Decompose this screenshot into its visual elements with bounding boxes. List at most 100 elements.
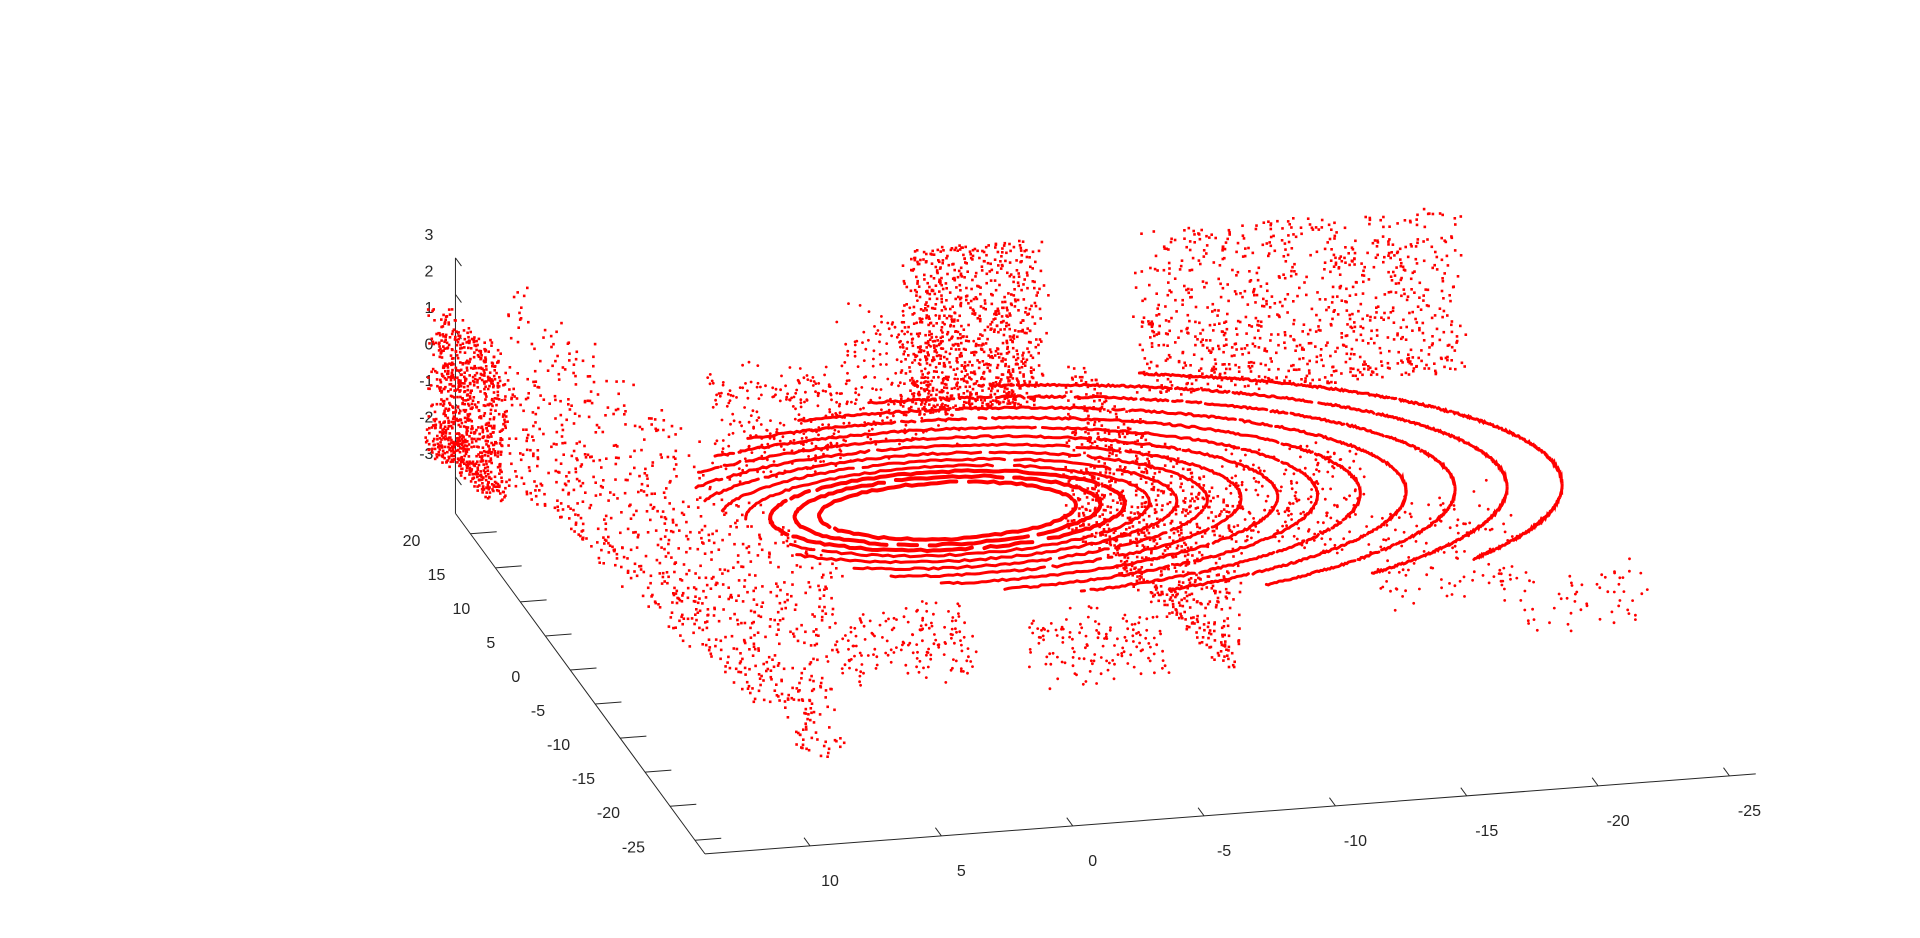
ground-scan-line: [1012, 475, 1103, 537]
point-marker: [1186, 563, 1189, 566]
point-marker: [1226, 654, 1229, 657]
point-marker: [437, 444, 441, 447]
point-marker: [826, 755, 829, 758]
point-marker: [958, 283, 962, 287]
point-marker: [807, 748, 811, 752]
point-marker: [1205, 339, 1208, 342]
point-marker: [1123, 506, 1126, 510]
point-marker: [835, 739, 838, 743]
point-marker: [498, 379, 502, 383]
point-marker: [727, 401, 731, 405]
point-marker: [826, 448, 829, 451]
point-marker: [1166, 547, 1169, 550]
point-marker: [658, 561, 662, 565]
point-marker: [1247, 384, 1250, 388]
point-marker: [578, 479, 581, 483]
point-marker: [774, 387, 778, 391]
point-marker: [1095, 491, 1099, 495]
point-marker: [1315, 355, 1319, 359]
point-marker: [519, 452, 522, 455]
point-marker: [438, 453, 441, 457]
point-marker: [821, 423, 824, 426]
point-marker: [1294, 349, 1297, 352]
point-marker: [465, 433, 469, 436]
point-marker: [704, 643, 708, 647]
point-marker: [1226, 579, 1229, 583]
point-marker: [1237, 366, 1241, 369]
point-marker: [825, 655, 828, 658]
point-marker: [508, 388, 511, 391]
point-marker: [928, 317, 931, 320]
point-marker: [971, 308, 975, 311]
point-marker: [609, 491, 612, 494]
point-marker: [1159, 391, 1163, 394]
point-marker: [970, 351, 973, 354]
point-marker: [743, 641, 747, 645]
point-marker: [1403, 219, 1407, 222]
point-marker: [949, 248, 953, 252]
point-marker: [548, 402, 551, 405]
point-marker: [1104, 395, 1108, 399]
point-marker: [904, 358, 907, 361]
point-marker: [957, 295, 960, 299]
ground-scan-line: [977, 416, 988, 421]
point-marker: [903, 382, 906, 385]
point-marker: [500, 429, 503, 432]
point-marker: [941, 390, 945, 393]
point-marker: [671, 521, 675, 524]
point-marker: [641, 427, 644, 431]
z-tick-mark: [455, 257, 462, 267]
point-marker: [539, 482, 543, 486]
point-marker: [972, 382, 976, 386]
point-marker: [452, 422, 455, 426]
point-marker: [1133, 440, 1137, 444]
point-marker: [930, 406, 934, 410]
point-marker: [1332, 370, 1336, 373]
z-tick-label: -1: [419, 373, 433, 390]
point-marker: [790, 696, 794, 700]
point-marker: [974, 275, 977, 278]
point-marker: [1232, 665, 1236, 669]
point-marker: [501, 498, 504, 501]
point-marker: [804, 712, 808, 715]
point-marker: [1344, 360, 1348, 364]
point-marker: [1236, 270, 1240, 274]
point-marker: [1184, 564, 1188, 567]
point-marker: [572, 508, 575, 512]
point-marker: [568, 359, 571, 362]
point-marker: [1251, 342, 1255, 346]
point-marker: [1206, 575, 1210, 578]
point-marker: [721, 450, 724, 454]
point-marker: [1375, 334, 1379, 337]
point-marker: [928, 297, 932, 301]
point-marker: [650, 423, 653, 426]
point-marker: [655, 558, 659, 562]
point-marker: [1187, 332, 1190, 335]
point-marker: [1423, 225, 1427, 229]
point-marker: [928, 363, 932, 367]
point-marker: [816, 738, 819, 741]
point-marker: [463, 351, 467, 354]
point-marker: [1228, 233, 1231, 236]
point-marker: [442, 313, 445, 317]
point-marker: [435, 455, 439, 459]
point-marker: [922, 376, 925, 379]
point-marker: [915, 321, 919, 325]
point-marker: [1422, 299, 1425, 302]
point-marker: [475, 406, 479, 409]
point-marker: [436, 438, 439, 441]
point-marker: [1135, 454, 1138, 458]
point-marker: [488, 376, 491, 380]
point-marker: [735, 525, 738, 529]
point-marker: [503, 410, 507, 414]
point-marker: [959, 289, 962, 292]
point-marker: [1134, 489, 1138, 493]
point-marker: [620, 511, 623, 514]
point-marker: [1250, 325, 1254, 328]
point-marker: [492, 417, 496, 421]
point-marker: [917, 262, 921, 266]
x-tick-mark: [1197, 807, 1205, 817]
point-marker: [750, 451, 754, 454]
point-marker: [1085, 469, 1088, 473]
point-marker: [470, 337, 474, 341]
